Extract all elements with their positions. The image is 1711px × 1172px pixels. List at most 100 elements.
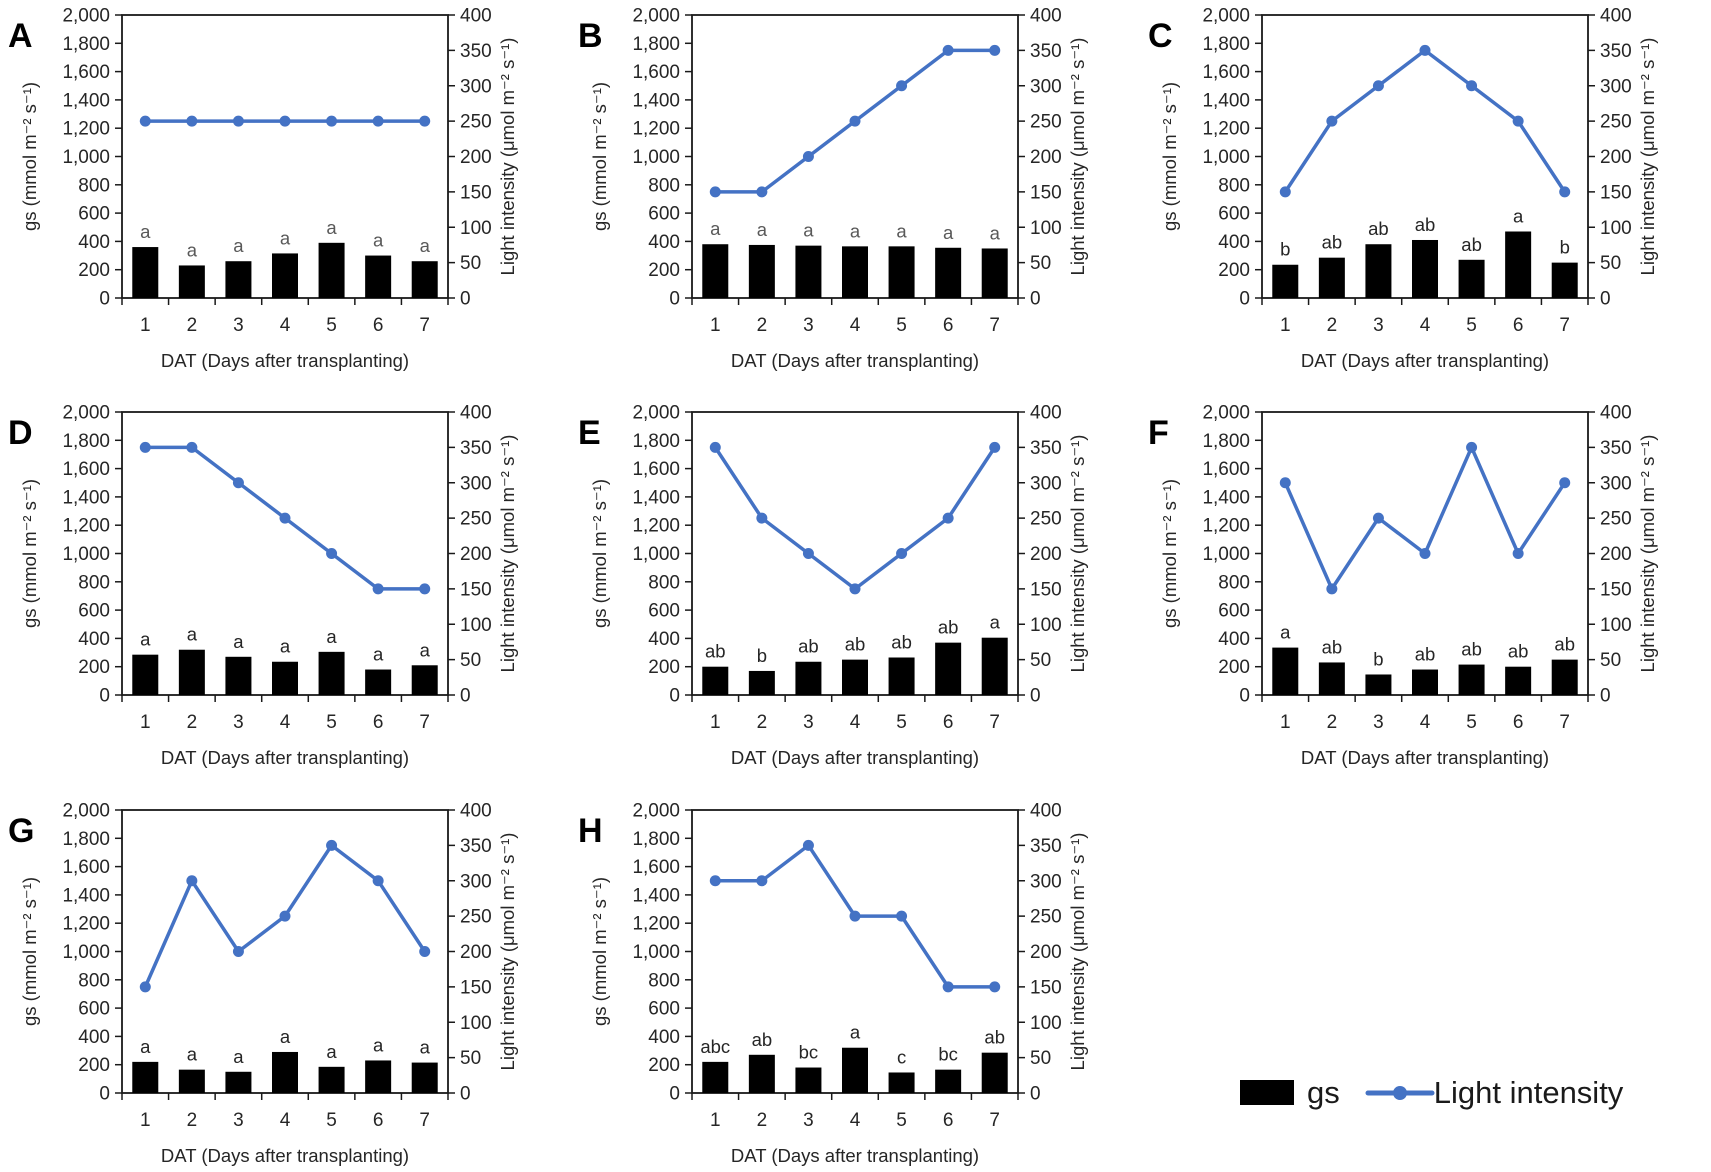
- light-intensity-marker: [1559, 477, 1571, 489]
- light-intensity-marker: [709, 441, 721, 453]
- x-axis-title: DAT (Days after transplanting): [1301, 747, 1549, 768]
- sig-letter: b: [1280, 239, 1290, 260]
- x-axis-title: DAT (Days after transplanting): [731, 1145, 979, 1166]
- y-right-tick-label: 100: [1030, 615, 1062, 636]
- panel-e: 0 200 400 600 800 1,000 1,200 1,400 1,600 1,800 2,…: [570, 397, 1140, 795]
- y-left-tick-label: 400: [1218, 232, 1250, 253]
- sig-letter: a: [896, 220, 907, 241]
- y-right-tick-label: 0: [460, 289, 471, 310]
- y-left-tick-label: 1,600: [62, 62, 110, 83]
- x-tick-label: 5: [326, 315, 337, 336]
- x-axis: 1 2 3 4 5 6 7: [121, 695, 449, 733]
- light-intensity-marker: [849, 910, 861, 922]
- gs-bar: [365, 255, 392, 298]
- y-right-tick-label: 150: [1030, 579, 1062, 600]
- gs-bar: [702, 1061, 729, 1093]
- y-left-tick-label: 1,800: [632, 34, 680, 55]
- gs-bar: [225, 261, 252, 298]
- sig-letter: a: [373, 1034, 384, 1055]
- light-intensity-line: [709, 839, 1001, 993]
- gs-bars: [702, 244, 1008, 298]
- x-tick-label: 2: [757, 1110, 768, 1131]
- y-left-tick-label: 1,800: [62, 34, 110, 55]
- sig-letter: a: [187, 239, 198, 260]
- light-intensity-marker: [989, 981, 1001, 993]
- y-left-tick-label: 0: [669, 1084, 680, 1105]
- y-left-tick-label: 1,800: [1202, 431, 1250, 452]
- light-intensity-marker: [896, 80, 908, 92]
- y-right-axis: 0 50 100 150 200 250 300 350 400: [1018, 6, 1062, 310]
- x-tick-label: 4: [280, 1110, 291, 1131]
- y-left-tick-label: 600: [648, 999, 680, 1020]
- gs-bar: [411, 665, 438, 695]
- light-intensity-marker: [372, 115, 384, 127]
- sig-letter: ab: [1368, 218, 1389, 239]
- light-intensity-marker: [232, 946, 244, 957]
- panel-letter: B: [578, 17, 603, 55]
- x-tick-label: 1: [710, 1110, 721, 1131]
- x-axis-title: DAT (Days after transplanting): [731, 747, 979, 768]
- y-left-axis-title: gs (mmol m⁻² s⁻¹): [589, 479, 610, 628]
- y-left-tick-label: 1,600: [1202, 62, 1250, 83]
- x-tick-label: 2: [187, 712, 198, 733]
- gs-bars: [132, 649, 438, 695]
- y-left-tick-label: 2,000: [632, 801, 680, 822]
- light-intensity-marker: [1466, 441, 1478, 453]
- sig-letter: a: [373, 644, 384, 665]
- y-right-tick-label: 100: [1030, 218, 1062, 239]
- y-left-axis-title: gs (mmol m⁻² s⁻¹): [589, 877, 610, 1026]
- x-tick-label: 1: [140, 712, 151, 733]
- sig-letter: ab: [1508, 641, 1529, 662]
- sig-letter: b: [1373, 648, 1383, 669]
- y-left-tick-label: 800: [78, 175, 110, 196]
- gs-bar: [1412, 239, 1438, 298]
- gs-bar: [795, 1067, 822, 1093]
- sig-letter: a: [943, 222, 954, 243]
- y-left-tick-label: 800: [648, 175, 680, 196]
- y-left-tick-label: 1,600: [632, 62, 680, 83]
- light-intensity-marker: [186, 441, 198, 453]
- light-intensity-marker: [419, 115, 431, 127]
- gs-legend-swatch-icon: [1240, 1080, 1294, 1105]
- y-left-tick-label: 1,600: [62, 857, 110, 878]
- gs-bar: [1272, 647, 1299, 695]
- light-intensity-marker: [1419, 44, 1431, 56]
- y-right-tick-label: 200: [460, 544, 492, 565]
- y-right-tick-label: 400: [1030, 801, 1062, 822]
- y-right-tick-label: 100: [460, 1013, 492, 1034]
- gs-bar: [981, 1052, 1008, 1093]
- y-right-tick-label: 300: [1600, 76, 1632, 97]
- sig-letter: a: [187, 1044, 198, 1065]
- x-tick-label: 2: [757, 315, 768, 336]
- y-right-tick-label: 200: [1030, 942, 1062, 963]
- y-right-tick-label: 0: [1030, 289, 1041, 310]
- panel-g-chart: 0 200 400 600 800 1,000 1,200 1,400 1,600 1,800 2,…: [8, 801, 518, 1167]
- y-left-tick-label: 1,200: [62, 119, 110, 140]
- light-intensity-marker: [279, 115, 291, 127]
- sig-letter: ab: [845, 634, 866, 655]
- y-right-tick-label: 350: [460, 438, 492, 459]
- y-right-tick-label: 0: [460, 686, 471, 707]
- gs-bar: [1458, 664, 1485, 695]
- y-right-tick-label: 150: [460, 579, 492, 600]
- gs-bar: [1551, 659, 1578, 695]
- sig-letter: a: [420, 1037, 431, 1058]
- y-left-tick-label: 1,000: [62, 942, 110, 963]
- y-right-tick-label: 50: [460, 650, 481, 671]
- sig-letter: ab: [984, 1027, 1005, 1048]
- y-left-tick-label: 200: [648, 260, 680, 281]
- light-intensity-marker: [139, 115, 151, 127]
- y-left-tick-label: 1,400: [62, 487, 110, 508]
- y-right-tick-label: 200: [1030, 544, 1062, 565]
- light-intensity-marker: [1326, 115, 1338, 127]
- sig-letter: ab: [1322, 636, 1343, 657]
- y-right-tick-label: 200: [1030, 147, 1062, 168]
- sig-letter: a: [326, 1041, 337, 1062]
- x-tick-label: 6: [373, 315, 384, 336]
- x-tick-label: 7: [989, 712, 1000, 733]
- sig-letter: a: [233, 1046, 244, 1067]
- light-intensity-marker: [419, 583, 431, 595]
- y-right-tick-label: 250: [460, 907, 492, 928]
- gs-bar: [272, 1051, 298, 1093]
